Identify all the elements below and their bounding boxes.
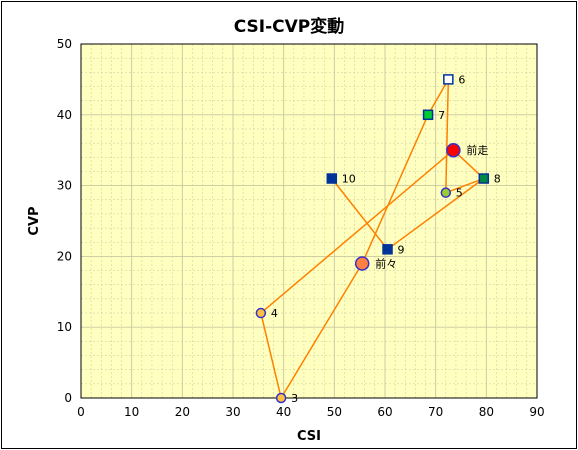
x-tick-label: 50 <box>327 405 342 419</box>
x-axis-title: CSI <box>297 429 321 444</box>
x-tick-label: 30 <box>225 405 240 419</box>
point-marker <box>440 187 452 198</box>
point-label: 6 <box>458 73 465 86</box>
point-marker <box>446 142 461 158</box>
point-marker <box>326 173 338 184</box>
path-segment <box>260 149 454 314</box>
point-label: 4 <box>271 307 278 320</box>
x-tick-label: 40 <box>276 405 291 419</box>
plot-area <box>81 44 537 398</box>
x-tick-label: 20 <box>175 405 190 419</box>
y-tick-label: 20 <box>57 249 72 263</box>
point-label: 7 <box>438 109 445 122</box>
point-marker <box>478 173 490 184</box>
point-label: 8 <box>494 173 501 186</box>
x-tick-label: 70 <box>428 405 443 419</box>
x-tick-label: 90 <box>529 405 544 419</box>
y-tick-label: 40 <box>57 108 72 122</box>
path-segment <box>280 263 363 399</box>
path-segment <box>361 114 429 264</box>
x-tick-label: 0 <box>77 405 85 419</box>
y-tick-label: 0 <box>64 391 72 405</box>
point-label: 9 <box>398 243 405 256</box>
x-tick-label: 60 <box>377 405 392 419</box>
y-axis-title: CVP <box>27 206 42 235</box>
plot-border <box>80 43 538 399</box>
point-marker <box>275 392 287 404</box>
point-label: 5 <box>456 187 463 200</box>
path-segment <box>445 79 450 193</box>
point-label: 10 <box>342 173 356 186</box>
point-label: 前走 <box>466 143 488 157</box>
point-label: 前々 <box>375 256 397 270</box>
point-marker <box>422 109 434 121</box>
point-marker <box>255 307 267 319</box>
point-marker <box>382 244 393 255</box>
point-label: 3 <box>291 392 298 405</box>
y-tick-label: 10 <box>57 320 72 334</box>
path-segment <box>445 177 485 194</box>
path-segment <box>387 177 485 250</box>
point-marker <box>443 74 454 85</box>
chart-title: CSI-CVP変動 <box>233 17 345 37</box>
y-tick-label: 50 <box>57 37 72 51</box>
path-segment <box>427 79 449 116</box>
path-segment <box>260 312 282 399</box>
path-segment <box>331 178 389 250</box>
x-tick-label: 10 <box>124 405 139 419</box>
y-tick-label: 30 <box>57 179 72 193</box>
x-tick-label: 80 <box>479 405 494 419</box>
point-marker <box>354 256 370 271</box>
